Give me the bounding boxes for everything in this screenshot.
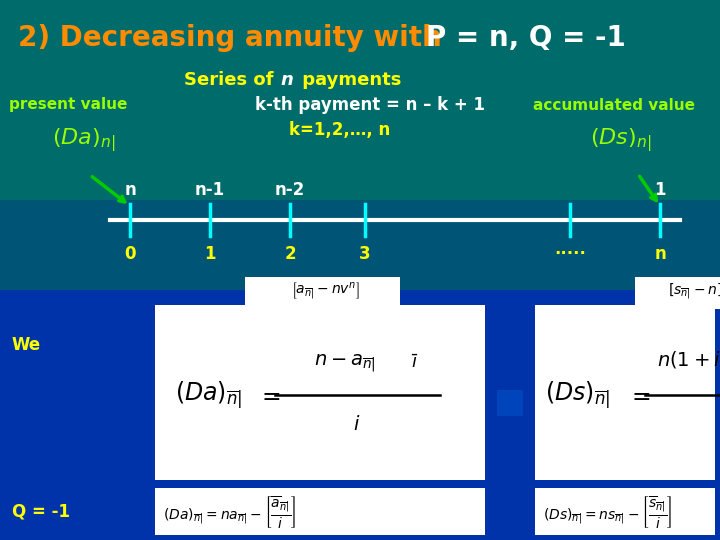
- Bar: [497, 390, 523, 416]
- Text: $(Ds)_{\overline{n}|}$: $(Ds)_{\overline{n}|}$: [545, 380, 610, 410]
- Text: $\left[a_{\overline{n}|} - nv^n\right]$: $\left[a_{\overline{n}|} - nv^n\right]$: [291, 281, 359, 301]
- Bar: [0, 0, 720, 300]
- Text: $i$: $i$: [354, 415, 361, 435]
- Text: 3: 3: [359, 245, 371, 263]
- Bar: [155, 305, 485, 480]
- Text: n-1: n-1: [195, 181, 225, 199]
- Text: 2) Decreasing annuity with: 2) Decreasing annuity with: [18, 24, 451, 52]
- Text: 1: 1: [654, 181, 666, 199]
- Text: Series of: Series of: [184, 71, 280, 89]
- Text: k=1,2,…, n: k=1,2,…, n: [289, 121, 391, 139]
- Bar: [155, 488, 485, 535]
- Text: Q = -1: Q = -1: [12, 503, 70, 521]
- Bar: [245, 277, 400, 309]
- Bar: [485, 305, 535, 480]
- Bar: [535, 305, 715, 480]
- Text: present value: present value: [9, 98, 127, 112]
- Bar: [485, 488, 535, 535]
- Text: 0: 0: [125, 245, 136, 263]
- Bar: [0, 290, 720, 540]
- Text: n-2: n-2: [275, 181, 305, 199]
- Bar: [535, 488, 715, 535]
- Text: $\left[s_{\overline{n}|} - n\right]$: $\left[s_{\overline{n}|} - n\right]$: [667, 281, 720, 301]
- Text: $\bar{\imath}$: $\bar{\imath}$: [411, 354, 419, 372]
- Text: accumulated value: accumulated value: [533, 98, 695, 112]
- Text: n: n: [124, 181, 136, 199]
- Text: $(Da)_{\overline{n}|} = na_{\overline{n}|} - \left[\dfrac{\overline{a}_{\overlin: $(Da)_{\overline{n}|} = na_{\overline{n}…: [163, 494, 297, 530]
- Text: 1: 1: [204, 245, 216, 263]
- Text: $(Da)_{n|}$: $(Da)_{n|}$: [52, 126, 115, 154]
- Text: $n - a_{\overline{n}|}$: $n - a_{\overline{n}|}$: [314, 352, 376, 374]
- Text: $=$: $=$: [627, 383, 651, 407]
- Text: P = n, Q = -1: P = n, Q = -1: [426, 24, 626, 52]
- Bar: [635, 277, 720, 309]
- Text: n: n: [654, 245, 666, 263]
- Text: $(Ds)_{\overline{n}|} = ns_{\overline{n}|} - \left[\dfrac{\overline{s}_{\overlin: $(Ds)_{\overline{n}|} = ns_{\overline{n}…: [543, 494, 672, 530]
- Text: n: n: [280, 71, 293, 89]
- Text: 2: 2: [284, 245, 296, 263]
- Text: k-th payment = n – k + 1: k-th payment = n – k + 1: [255, 96, 485, 114]
- Bar: [0, 200, 720, 300]
- Text: $n(1+i)^n - s_{\overline{n}|}$: $n(1+i)^n - s_{\overline{n}|}$: [657, 349, 720, 376]
- Text: $(Da)_{\overline{n}|}$: $(Da)_{\overline{n}|}$: [175, 380, 243, 410]
- Text: ·····: ·····: [554, 245, 586, 263]
- Text: $(Ds)_{n|}$: $(Ds)_{n|}$: [590, 126, 652, 154]
- Text: payments: payments: [296, 71, 401, 89]
- Text: $=$: $=$: [257, 383, 281, 407]
- Text: We: We: [12, 336, 41, 354]
